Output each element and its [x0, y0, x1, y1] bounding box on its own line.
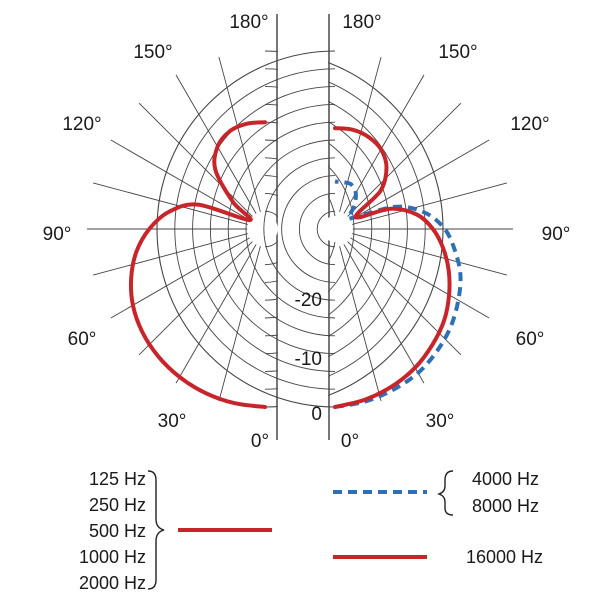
left-grid-spoke: [110, 139, 250, 221]
angle-label-left-90: 90°: [43, 224, 72, 245]
series-line-3: [333, 126, 452, 409]
right-grid-ring: [316, 210, 336, 248]
right-grid-spoke: [339, 246, 382, 402]
left-grid-spoke: [218, 246, 261, 402]
right-grid-ring: [156, 50, 336, 408]
right-grid-spoke: [347, 241, 462, 356]
left-grid-spoke: [92, 233, 248, 276]
axis-labels: 180° 150° 120° 90° 60° 30° 0° 180° 150° 120° 90° 60…: [43, 12, 571, 452]
left-polar-grid: [87, 10, 444, 450]
right-grid-spoke: [343, 244, 425, 384]
right-grid-spoke: [347, 102, 462, 217]
right-grid-spoke: [350, 237, 490, 319]
right-center-hole: [322, 216, 348, 242]
legend: 125 Hz 250 Hz 500 Hz 1000 Hz 2000 Hz 4000 Hz 8…: [79, 469, 543, 593]
angle-label-right-180: 180°: [342, 12, 381, 33]
angle-label-right-0: 0°: [341, 431, 359, 452]
angle-label-left-180: 180°: [229, 12, 268, 33]
angle-label-right-150: 150°: [438, 42, 477, 63]
legend-label-1: 125 Hz: [89, 469, 146, 489]
angle-label-right-30: 30°: [426, 411, 455, 432]
series-line-2: [334, 179, 463, 409]
radial-tick--10: -10: [295, 349, 322, 370]
legend-label-5: 2000 Hz: [79, 573, 146, 593]
angle-label-right-120: 120°: [510, 114, 549, 135]
legend-label-2: 250 Hz: [89, 495, 146, 515]
right-grid-ring: [210, 103, 336, 355]
left-grid-spoke: [175, 74, 257, 214]
right-polar-grid: [156, 50, 513, 408]
angle-label-left-60: 60°: [68, 329, 97, 350]
legend-brace-left: [147, 470, 165, 590]
right-grid-ring: [227, 121, 336, 337]
legend-label-16000: 16000 Hz: [466, 547, 543, 567]
right-grid-ring: [192, 86, 336, 372]
polar-curves: [128, 120, 463, 409]
center-gap: [278, 10, 328, 450]
angle-label-right-90: 90°: [542, 224, 571, 245]
left-grid-spoke: [138, 241, 253, 356]
right-grid-ring: [281, 175, 336, 283]
series-line-1: [128, 120, 267, 409]
left-center-hole: [252, 216, 278, 242]
angle-label-left-150: 150°: [133, 42, 172, 63]
angle-label-left-120: 120°: [62, 114, 101, 135]
radial-tick-0: 0: [311, 404, 322, 425]
legend-label-7: 8000 Hz: [472, 496, 539, 516]
right-grid-spoke: [352, 233, 508, 276]
left-grid-spoke: [138, 102, 253, 217]
right-grid-spoke: [350, 139, 490, 221]
radial-tick--20: -20: [295, 290, 322, 311]
angle-label-left-30: 30°: [158, 411, 187, 432]
legend-label-4: 1000 Hz: [79, 547, 146, 567]
right-grid-ring: [245, 139, 336, 319]
right-grid-ring: [174, 68, 336, 390]
left-grid-spoke: [92, 182, 248, 225]
right-grid-ring: [263, 157, 336, 301]
angle-label-right-60: 60°: [516, 329, 545, 350]
left-grid-spoke: [175, 244, 257, 384]
angle-label-left-0: 0°: [251, 431, 269, 452]
legend-brace-right: [436, 470, 454, 516]
left-grid-spoke: [218, 56, 261, 212]
legend-label-6: 4000 Hz: [472, 469, 539, 489]
legend-label-3: 500 Hz: [89, 521, 146, 541]
right-grid-spoke: [352, 182, 508, 225]
right-grid-ring: [299, 192, 336, 266]
